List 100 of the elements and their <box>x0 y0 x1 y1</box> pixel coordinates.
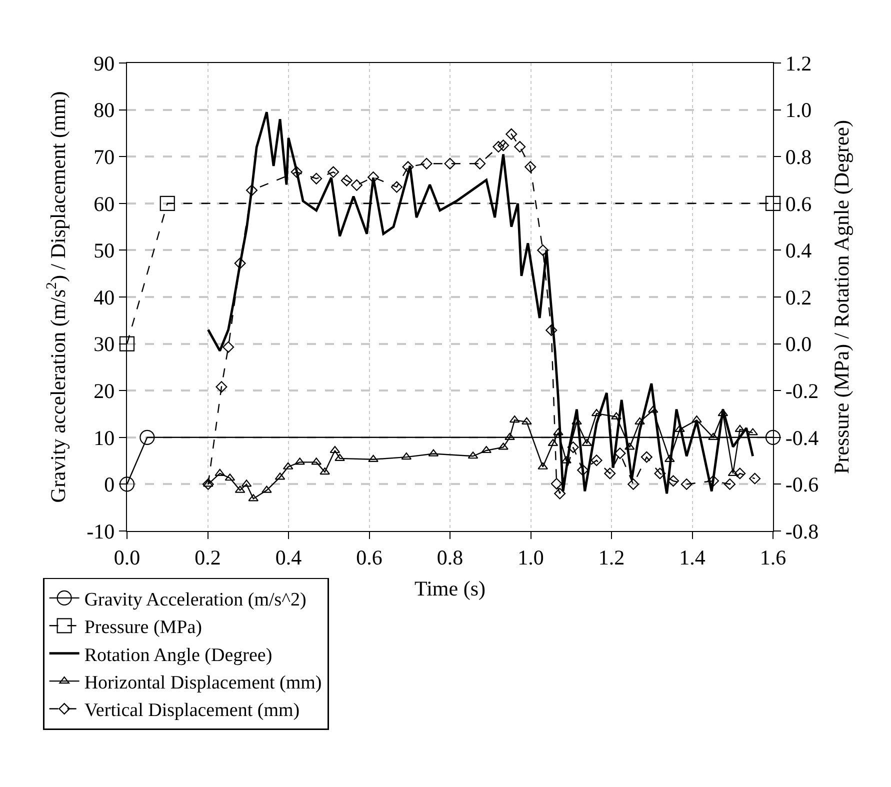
point <box>474 158 486 170</box>
legend-label: Pressure (MPa) <box>84 617 202 638</box>
point <box>718 408 728 416</box>
point <box>246 184 258 196</box>
point <box>390 181 402 193</box>
point <box>553 428 564 436</box>
x-axis-title: Time (s) <box>414 576 486 601</box>
point <box>614 448 626 460</box>
y-tick-label: 40 <box>94 285 115 310</box>
y2-tick-label: 0.6 <box>785 192 812 216</box>
y-tick-label: 80 <box>94 98 115 122</box>
point <box>294 458 305 465</box>
x-tick-label: 0.8 <box>436 545 464 570</box>
point <box>330 446 340 454</box>
y2-tick-label: 1.2 <box>785 51 812 76</box>
x-tick-label: 1.2 <box>598 545 625 570</box>
point <box>334 454 345 462</box>
point <box>444 158 456 170</box>
point <box>498 442 508 450</box>
point <box>654 468 666 480</box>
point <box>506 128 518 140</box>
y-tick-label: 70 <box>94 144 115 169</box>
point <box>628 478 640 490</box>
y2-tick-label: 0.4 <box>785 238 812 263</box>
point <box>548 438 558 446</box>
y2-tick-label: 0.0 <box>785 332 812 356</box>
y-tick-label: 30 <box>94 332 115 356</box>
legend-label: Vertical Displacement (mm) <box>84 700 300 722</box>
point <box>537 244 549 256</box>
point <box>546 324 558 336</box>
point <box>262 486 272 493</box>
point <box>554 488 566 500</box>
point <box>577 464 589 476</box>
y2-tick-label: 1.0 <box>785 98 812 122</box>
point <box>590 454 602 466</box>
point <box>368 171 380 183</box>
point <box>340 174 352 186</box>
y-tick-label: 60 <box>94 192 115 216</box>
point <box>504 432 515 440</box>
point <box>692 416 702 423</box>
point <box>734 468 746 480</box>
x-tick-label: 0.6 <box>356 545 382 570</box>
point <box>492 141 504 153</box>
x-tick-label: 1.6 <box>760 545 786 570</box>
point <box>310 172 322 184</box>
point <box>634 417 645 425</box>
y-tick-label: 50 <box>94 238 115 263</box>
point <box>420 158 432 170</box>
y2-tick-label: 0.2 <box>785 285 812 310</box>
point <box>765 430 781 445</box>
y2-tick-label: 0.8 <box>785 144 812 169</box>
point <box>328 166 340 178</box>
y-tick-label: 90 <box>94 51 115 76</box>
point <box>216 381 228 393</box>
point <box>604 468 616 480</box>
point <box>708 432 718 440</box>
point <box>680 478 692 490</box>
point <box>514 141 526 153</box>
y-tick-label: 0 <box>104 472 115 497</box>
point <box>748 428 758 436</box>
x-tick-label: 0.0 <box>114 545 140 570</box>
legend-label: Horizontal Displacement (mm) <box>84 672 322 694</box>
point <box>640 451 652 463</box>
point <box>591 408 602 416</box>
point <box>582 438 592 446</box>
y2-tick-label: -0.2 <box>785 378 819 403</box>
point <box>368 454 378 462</box>
point <box>724 478 736 490</box>
point <box>320 467 330 475</box>
y-tick-label: 20 <box>94 378 115 403</box>
point <box>140 430 155 445</box>
y2-tick-label: -0.4 <box>785 426 820 450</box>
point <box>624 442 635 450</box>
point <box>668 475 680 487</box>
point <box>522 417 532 425</box>
point <box>524 161 536 173</box>
point <box>498 140 510 152</box>
x-tick-label: 0.4 <box>275 545 302 570</box>
point <box>222 341 234 353</box>
point <box>674 424 685 432</box>
point <box>481 446 492 454</box>
y-tick-label: 10 <box>94 426 115 450</box>
legend-label: Gravity Acceleration (m/s^2) <box>84 589 306 610</box>
x-tick-label: 1.4 <box>679 545 706 570</box>
point <box>749 472 761 484</box>
x-tick-label: 0.2 <box>194 545 221 570</box>
y-tick-label: -10 <box>86 519 115 544</box>
point <box>234 258 246 270</box>
point <box>119 476 135 492</box>
point <box>708 475 719 487</box>
point <box>561 456 572 464</box>
y2-axis-title: Pressure (MPa) / Rotation Agnle (Degree) <box>829 120 854 474</box>
point <box>567 441 579 453</box>
point <box>290 166 302 178</box>
y2-tick-label: -0.8 <box>785 519 819 544</box>
point <box>550 478 562 490</box>
y2-tick-label: -0.6 <box>785 472 819 497</box>
legend-label: Rotation Angle (Degree) <box>84 644 272 666</box>
x-tick-label: 1.0 <box>518 545 544 570</box>
point <box>202 478 214 490</box>
